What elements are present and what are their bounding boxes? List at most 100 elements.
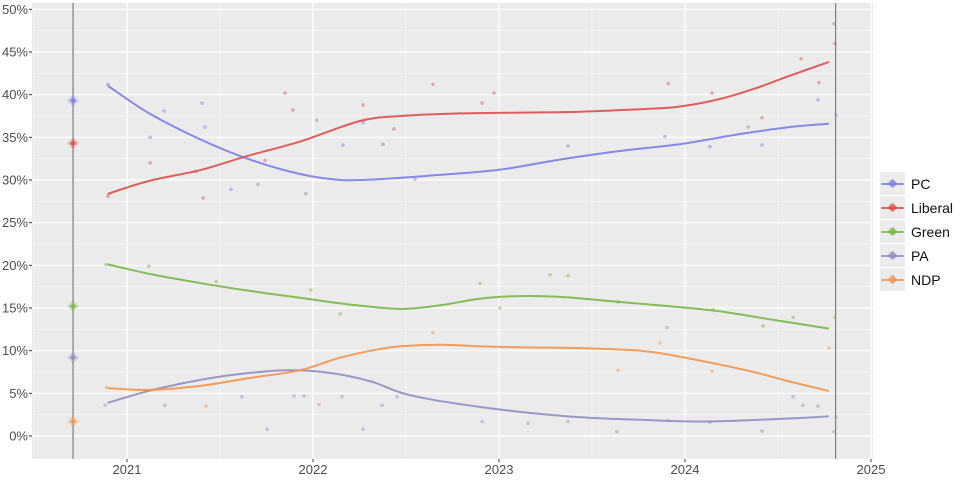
poll-point-liberal (431, 82, 435, 87)
trend-line-pa (107, 369, 830, 423)
poll-point-liberal (148, 161, 152, 165)
poll-point-green (791, 315, 795, 320)
poll-point-pc (203, 125, 207, 129)
legend-label-pc: PC (911, 175, 931, 192)
poll-point-neutral (832, 22, 836, 26)
chart-legend: PC Liberal Green PA NDP (880, 172, 953, 291)
poll-point-pa (265, 427, 269, 432)
poll-point-ndp (204, 404, 208, 408)
plot-panel (32, 3, 873, 459)
poll-point-liberal (760, 115, 764, 120)
poll-point-liberal (381, 142, 385, 146)
poll-point-pc (816, 98, 820, 102)
legend-label-liberal: Liberal (911, 199, 954, 216)
poll-point-liberal (291, 108, 295, 112)
poll-point-liberal (201, 196, 205, 200)
y-axis-label-20: 20% (2, 258, 28, 273)
poll-point-pc (200, 101, 204, 105)
poll-point-pa (566, 419, 570, 424)
poll-point-pc (341, 143, 345, 147)
pa-legend-key-icon (880, 244, 905, 267)
election-2020-result-pa (69, 354, 77, 361)
poll-point-green (548, 272, 552, 277)
poll-point-pc (413, 177, 417, 181)
poll-point-liberal (480, 101, 484, 105)
poll-point-neutral (256, 182, 260, 187)
poll-point-liberal (710, 91, 714, 95)
poll-point-green (761, 324, 765, 328)
poll-point-pa (801, 403, 805, 408)
poll-point-pc (229, 187, 233, 192)
poll-point-pc (148, 135, 152, 140)
ndp-legend-key-icon (880, 268, 905, 291)
x-axis-label-2024: 2024 (671, 462, 700, 477)
poll-point-pa (103, 403, 107, 408)
poll-point-pa (816, 404, 820, 408)
x-axis-label-2023: 2023 (485, 462, 514, 477)
poll-point-green (665, 325, 669, 330)
y-axis-label-40: 40% (2, 87, 28, 102)
trend-line-liberal (107, 61, 830, 195)
poll-point-liberal (106, 194, 110, 198)
poll-point-green (498, 306, 502, 310)
pc-legend-key-icon (880, 172, 905, 195)
green-legend-key-icon (880, 220, 905, 243)
y-axis-label-25: 25% (2, 215, 28, 230)
election-2020-result-green (69, 303, 77, 310)
poll-point-ndp (827, 346, 831, 350)
poll-point-liberal (833, 41, 837, 46)
poll-point-liberal (799, 57, 803, 61)
legend-label-ndp: NDP (911, 271, 941, 288)
poll-point-liberal (492, 91, 496, 95)
poll-point-pa (791, 394, 795, 399)
poll-point-pa (760, 429, 764, 433)
legend-item-pa: PA (880, 244, 953, 267)
poll-point-pa (832, 429, 836, 434)
poll-point-liberal (283, 91, 287, 95)
legend-item-green: Green (880, 220, 953, 243)
legend-item-ndp: NDP (880, 268, 953, 291)
trend-line-ndp (107, 343, 830, 392)
y-axis-label-50: 50% (2, 2, 28, 17)
x-axis-label-2025: 2025 (857, 462, 886, 477)
poll-point-pa (395, 394, 399, 399)
poll-point-liberal (263, 158, 267, 163)
poll-point-pa (834, 415, 838, 420)
poll-point-ndp (431, 330, 435, 335)
legend-label-pa: PA (911, 247, 929, 264)
x-axis-label-2021: 2021 (113, 462, 142, 477)
poll-point-pa (163, 403, 167, 408)
poll-point-pa (380, 403, 384, 408)
poll-point-green (104, 262, 108, 267)
poll-point-neutral (566, 144, 570, 148)
poll-point-pc (834, 113, 838, 117)
poll-point-pa (480, 419, 484, 424)
poll-point-green (214, 279, 218, 284)
poll-point-ndp (104, 385, 109, 390)
y-axis-label-35: 35% (2, 130, 28, 145)
poll-point-ndp (710, 369, 714, 373)
poll-point-pa (292, 394, 296, 398)
y-axis-label-30: 30% (2, 173, 28, 188)
legend-item-liberal: Liberal (880, 196, 953, 219)
election-2020-result-pc (69, 97, 77, 104)
y-axis-label-10: 10% (2, 343, 28, 358)
poll-point-ndp (317, 402, 321, 407)
election-2020-result-ndp (69, 418, 77, 425)
legend-label-green: Green (911, 223, 950, 240)
legend-item-pc: PC (880, 172, 953, 195)
poll-point-pa (526, 421, 530, 426)
poll-point-neutral (315, 118, 319, 123)
poll-point-pc (760, 143, 764, 147)
poll-point-pc (361, 121, 365, 125)
poll-point-pa (240, 394, 244, 399)
x-axis-label-2022: 2022 (299, 462, 328, 477)
poll-point-liberal (817, 80, 821, 85)
y-axis-label-45: 45% (2, 45, 28, 60)
trend-line-pc (107, 85, 830, 182)
poll-point-pa (302, 394, 306, 398)
y-axis-label-5: 5% (9, 386, 28, 401)
poll-point-pa (615, 429, 619, 434)
